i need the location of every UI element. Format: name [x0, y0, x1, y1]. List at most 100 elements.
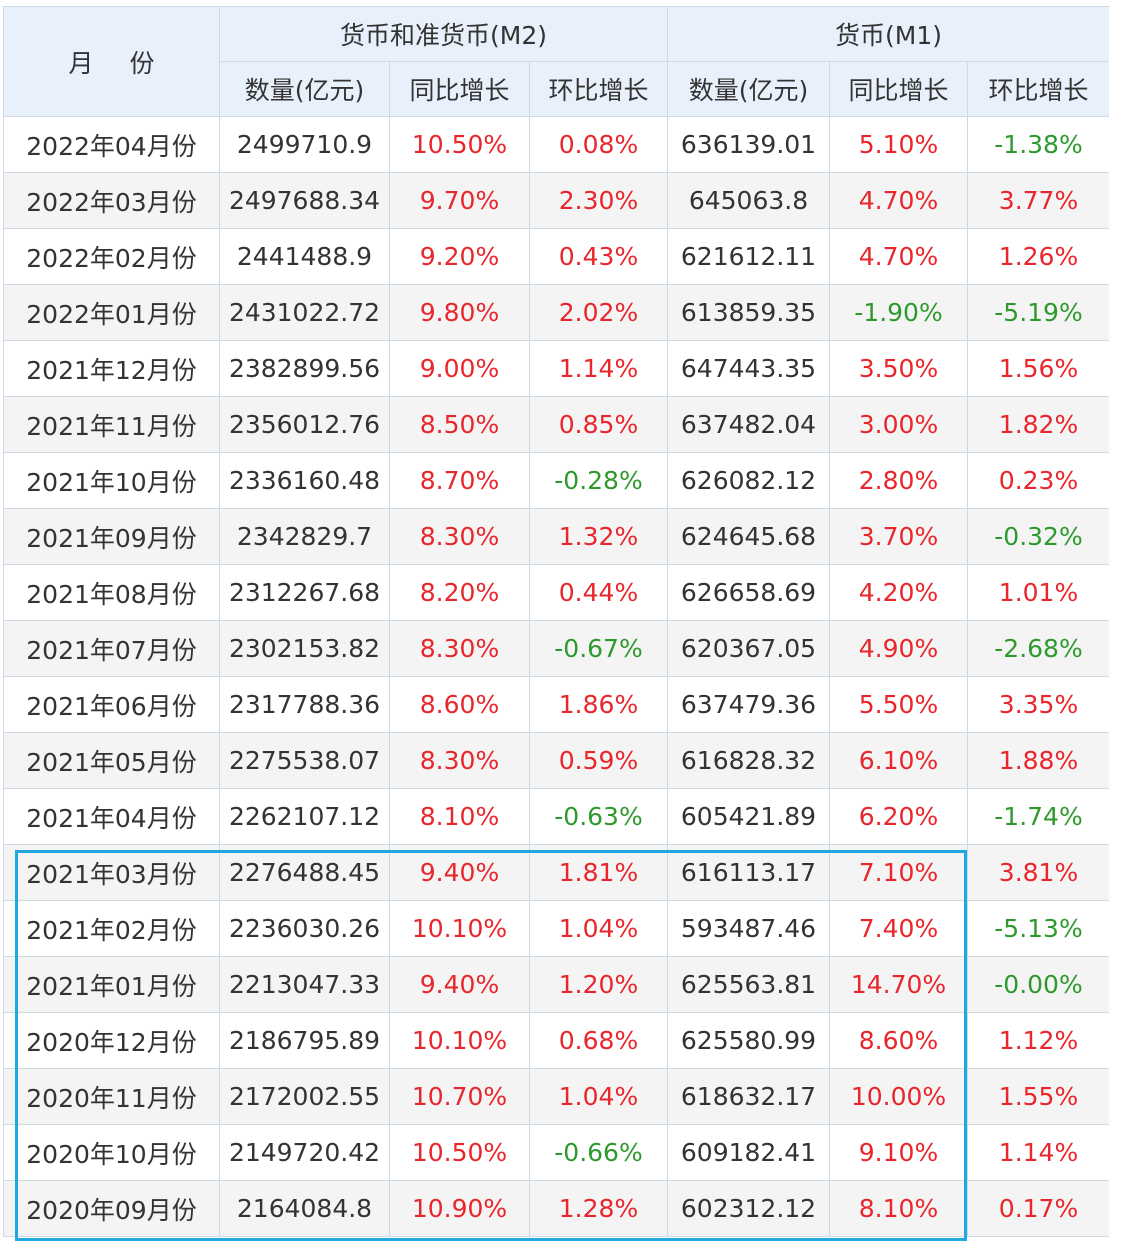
- table-row[interactable]: 2021年09月份 2342829.7 8.30% 1.32% 624645.68 3.7…: [3, 508, 1111, 565]
- m2-yoy-cell: 8.10%: [389, 788, 530, 845]
- month-column-header[interactable]: 月 份: [3, 6, 220, 117]
- m2-amount-cell: 2312267.68: [219, 564, 390, 621]
- m1-amount-header[interactable]: 数量(亿元): [667, 61, 830, 117]
- table-row[interactable]: 2021年06月份 2317788.36 8.60% 1.86% 637479.36 5.…: [3, 676, 1111, 733]
- m1-mom-cell: 1.26%: [966, 228, 1111, 285]
- m1-yoy-cell: -1.90%: [829, 284, 968, 341]
- table-row[interactable]: 2022年04月份 2499710.9 10.50% 0.08% 636139.01 5.…: [3, 116, 1111, 173]
- m2-mom-cell: -0.67%: [529, 620, 668, 677]
- m1-yoy-cell: 4.70%: [829, 228, 968, 285]
- m2-amount-header[interactable]: 数量(亿元): [219, 61, 390, 117]
- m2-mom-header[interactable]: 环比增长: [529, 61, 668, 117]
- m2-amount-cell: 2317788.36: [219, 676, 390, 733]
- table-row[interactable]: 2022年02月份 2441488.9 9.20% 0.43% 621612.11 4.7…: [3, 228, 1111, 285]
- m1-amount-cell: 625563.81: [667, 956, 830, 1013]
- m2-amount-cell: 2262107.12: [219, 788, 390, 845]
- m2-yoy-cell: 8.20%: [389, 564, 530, 621]
- m2-mom-cell: 2.30%: [529, 172, 668, 229]
- m2-amount-cell: 2497688.34: [219, 172, 390, 229]
- m1-mom-cell: 0.23%: [966, 452, 1111, 509]
- m2-mom-cell: -0.63%: [529, 788, 668, 845]
- m1-amount-cell: 605421.89: [667, 788, 830, 845]
- m2-mom-cell: 1.32%: [529, 508, 668, 565]
- m1-yoy-cell: 6.20%: [829, 788, 968, 845]
- table-row[interactable]: 2021年03月份 2276488.45 9.40% 1.81% 616113.17 7.…: [3, 844, 1111, 901]
- m2-amount-cell: 2172002.55: [219, 1068, 390, 1125]
- m1-amount-cell: 618632.17: [667, 1068, 830, 1125]
- m1-amount-cell: 616828.32: [667, 732, 830, 789]
- m2-mom-cell: 0.59%: [529, 732, 668, 789]
- m2-yoy-cell: 8.70%: [389, 452, 530, 509]
- table-row[interactable]: 2021年05月份 2275538.07 8.30% 0.59% 616828.32 6.…: [3, 732, 1111, 789]
- m2-amount-cell: 2302153.82: [219, 620, 390, 677]
- month-cell: 2020年11月份: [3, 1068, 220, 1125]
- month-cell: 2020年10月份: [3, 1124, 220, 1181]
- m2-mom-cell: 1.04%: [529, 1068, 668, 1125]
- m2-yoy-cell: 8.30%: [389, 732, 530, 789]
- m1-mom-cell: -5.13%: [966, 900, 1111, 957]
- m1-mom-cell: -1.38%: [966, 116, 1111, 173]
- m1-yoy-cell: 7.40%: [829, 900, 968, 957]
- m2-mom-cell: -0.66%: [529, 1124, 668, 1181]
- m1-amount-cell: 616113.17: [667, 844, 830, 901]
- m2-mom-cell: 1.14%: [529, 340, 668, 397]
- m2-mom-cell: 0.85%: [529, 396, 668, 453]
- m2-mom-cell: 0.68%: [529, 1012, 668, 1069]
- m1-yoy-cell: 8.10%: [829, 1180, 968, 1237]
- m1-mom-header[interactable]: 环比增长: [966, 61, 1111, 117]
- m1-mom-cell: 1.88%: [966, 732, 1111, 789]
- m1-mom-cell: 1.01%: [966, 564, 1111, 621]
- table-row[interactable]: 2021年02月份 2236030.26 10.10% 1.04% 593487.46 7…: [3, 900, 1111, 957]
- m2-amount-cell: 2186795.89: [219, 1012, 390, 1069]
- table-row[interactable]: 2020年09月份 2164084.8 10.90% 1.28% 602312.12 8.…: [3, 1180, 1111, 1237]
- m1-mom-cell: -2.68%: [966, 620, 1111, 677]
- m1-yoy-cell: 5.10%: [829, 116, 968, 173]
- table-row[interactable]: 2021年01月份 2213047.33 9.40% 1.20% 625563.81 14…: [3, 956, 1111, 1013]
- m2-yoy-cell: 10.10%: [389, 1012, 530, 1069]
- table-row[interactable]: 2021年12月份 2382899.56 9.00% 1.14% 647443.35 3.…: [3, 340, 1111, 397]
- m2-mom-cell: 2.02%: [529, 284, 668, 341]
- table-header: 月 份 货币和准货币(M2) 货币(M1) 数量(亿元) 同比增长 环比增长 数…: [3, 6, 1111, 117]
- m2-yoy-cell: 10.50%: [389, 116, 530, 173]
- m2-yoy-cell: 9.70%: [389, 172, 530, 229]
- m2-yoy-header[interactable]: 同比增长: [389, 61, 530, 117]
- m1-group-header: 货币(M1): [666, 6, 1111, 62]
- m2-amount-cell: 2164084.8: [219, 1180, 390, 1237]
- m1-yoy-cell: 8.60%: [829, 1012, 968, 1069]
- m1-amount-cell: 602312.12: [667, 1180, 830, 1237]
- table-row[interactable]: 2021年04月份 2262107.12 8.10% -0.63% 605421.89 6…: [3, 788, 1111, 845]
- table-row[interactable]: 2020年10月份 2149720.42 10.50% -0.66% 609182.41…: [3, 1124, 1111, 1181]
- m1-yoy-cell: 5.50%: [829, 676, 968, 733]
- m1-yoy-header[interactable]: 同比增长: [829, 61, 968, 117]
- m2-yoy-cell: 8.30%: [389, 620, 530, 677]
- table-row[interactable]: 2022年03月份 2497688.34 9.70% 2.30% 645063.8 4.7…: [3, 172, 1111, 229]
- table-row[interactable]: 2021年07月份 2302153.82 8.30% -0.67% 620367.05 4…: [3, 620, 1111, 677]
- m1-mom-cell: -1.74%: [966, 788, 1111, 845]
- m2-mom-cell: 1.04%: [529, 900, 668, 957]
- m1-yoy-cell: 7.10%: [829, 844, 968, 901]
- m2-yoy-cell: 10.50%: [389, 1124, 530, 1181]
- header-row-group: 月 份 货币和准货币(M2) 货币(M1): [3, 6, 1111, 117]
- table-row[interactable]: 2020年12月份 2186795.89 10.10% 0.68% 625580.99 8…: [3, 1012, 1111, 1069]
- m1-amount-cell: 625580.99: [667, 1012, 830, 1069]
- m2-amount-cell: 2382899.56: [219, 340, 390, 397]
- m1-yoy-cell: 3.70%: [829, 508, 968, 565]
- m1-mom-cell: 3.77%: [966, 172, 1111, 229]
- month-cell: 2021年05月份: [3, 732, 220, 789]
- month-cell: 2022年02月份: [3, 228, 220, 285]
- m2-yoy-cell: 10.70%: [389, 1068, 530, 1125]
- m1-yoy-cell: 3.00%: [829, 396, 968, 453]
- table-row[interactable]: 2021年10月份 2336160.48 8.70% -0.28% 626082.12 2…: [3, 452, 1111, 509]
- table-row[interactable]: 2021年11月份 2356012.76 8.50% 0.85% 637482.04 3.…: [3, 396, 1111, 453]
- m1-amount-cell: 626658.69: [667, 564, 830, 621]
- m1-mom-cell: 3.35%: [966, 676, 1111, 733]
- m2-mom-cell: 1.28%: [529, 1180, 668, 1237]
- m2-yoy-cell: 10.90%: [389, 1180, 530, 1237]
- m1-amount-cell: 637482.04: [667, 396, 830, 453]
- scroll-edge: [1109, 0, 1122, 1256]
- table-row[interactable]: 2020年11月份 2172002.55 10.70% 1.04% 618632.17 1…: [3, 1068, 1111, 1125]
- table-row[interactable]: 2022年01月份 2431022.72 9.80% 2.02% 613859.35 -1…: [3, 284, 1111, 341]
- table-row[interactable]: 2021年08月份 2312267.68 8.20% 0.44% 626658.69 4.…: [3, 564, 1111, 621]
- m1-yoy-cell: 3.50%: [829, 340, 968, 397]
- m2-amount-cell: 2336160.48: [219, 452, 390, 509]
